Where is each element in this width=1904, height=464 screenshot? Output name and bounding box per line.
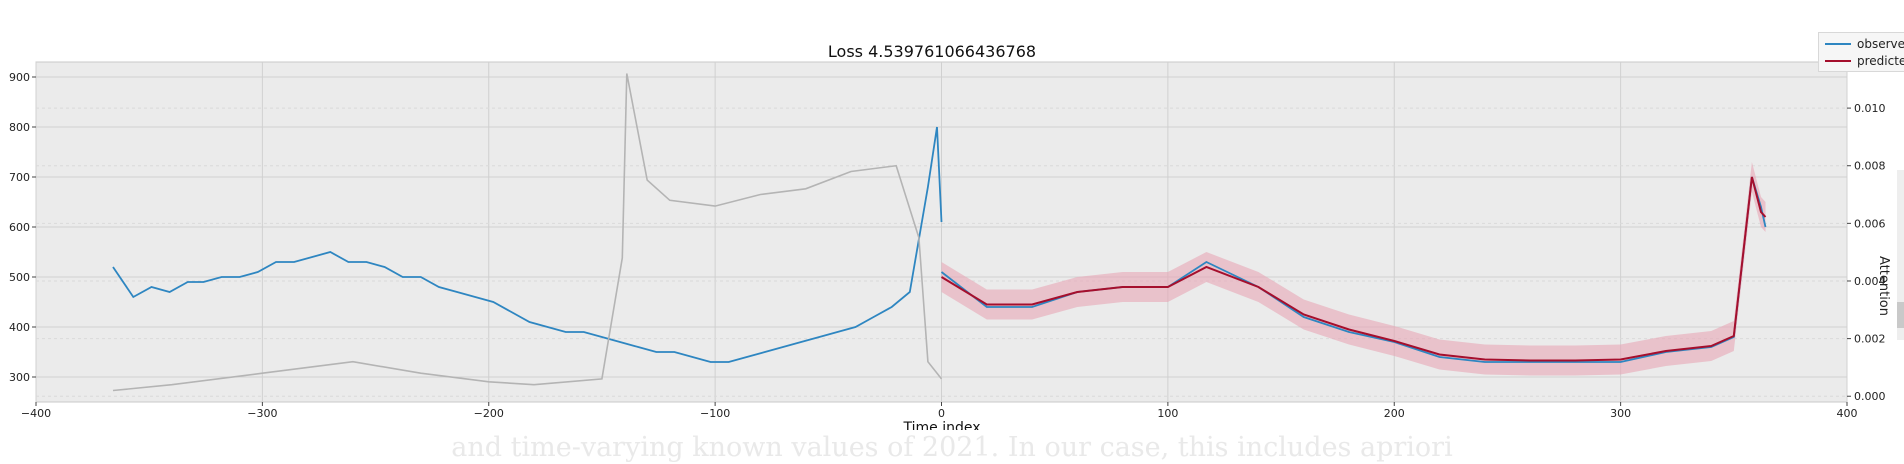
y2-tick-label: 0.002 <box>1854 333 1886 346</box>
y-tick-label: 700 <box>9 171 30 184</box>
y-tick-label: 800 <box>9 121 30 134</box>
x-tick-label: 400 <box>1837 407 1858 420</box>
y2-tick-label: 0.010 <box>1854 102 1886 115</box>
series-line-observed <box>112 126 943 363</box>
y2-tick-label: 0.004 <box>1854 275 1886 288</box>
forecast-chart: −400 −300 −200 −100 0 100 200 300 400 300 400 500 60… <box>9 42 1886 430</box>
x-axis-label: Time index <box>902 420 980 430</box>
scrollbar[interactable] <box>1897 170 1904 340</box>
page-caption: and time-varying known values of 2021. I… <box>451 432 1453 463</box>
y2-tick-label: 0.000 <box>1854 390 1886 403</box>
scrollbar-thumb[interactable] <box>1897 302 1904 328</box>
y-tick-label: 300 <box>9 371 30 384</box>
x-tick-label: 100 <box>1157 407 1178 420</box>
series-line-attention <box>112 73 943 392</box>
chart-legend: observed predicted <box>1818 32 1904 72</box>
y2-tick-label: 0.006 <box>1854 217 1886 230</box>
legend-label-predicted: predicted <box>1857 54 1904 68</box>
legend-swatch-predicted <box>1825 60 1851 62</box>
x-tick-label: −300 <box>247 407 277 420</box>
y2-axis-label: Attention <box>1876 256 1891 316</box>
x-tick-label: 200 <box>1384 407 1405 420</box>
y2-tick-label: 0.008 <box>1854 160 1886 173</box>
series-line-predicted <box>940 176 1767 362</box>
y-tick-label: 900 <box>9 71 30 84</box>
y-tick-label: 400 <box>9 321 30 334</box>
axes: −400 −300 −200 −100 0 100 200 300 400 300 400 500 60… <box>9 71 1886 420</box>
x-tick-label: −400 <box>21 407 51 420</box>
legend-item-observed: observed <box>1825 37 1904 51</box>
chart-title: Loss 4.539761066436768 <box>828 42 1036 61</box>
x-tick-label: 300 <box>1610 407 1631 420</box>
legend-swatch-observed <box>1825 43 1851 45</box>
series-lines <box>112 73 1767 392</box>
legend-label-observed: observed <box>1857 37 1904 51</box>
y-tick-label: 600 <box>9 221 30 234</box>
x-tick-label: −200 <box>474 407 504 420</box>
y-tick-label: 500 <box>9 271 30 284</box>
x-tick-label: 0 <box>938 407 945 420</box>
x-tick-label: −100 <box>700 407 730 420</box>
legend-item-predicted: predicted <box>1825 54 1904 68</box>
